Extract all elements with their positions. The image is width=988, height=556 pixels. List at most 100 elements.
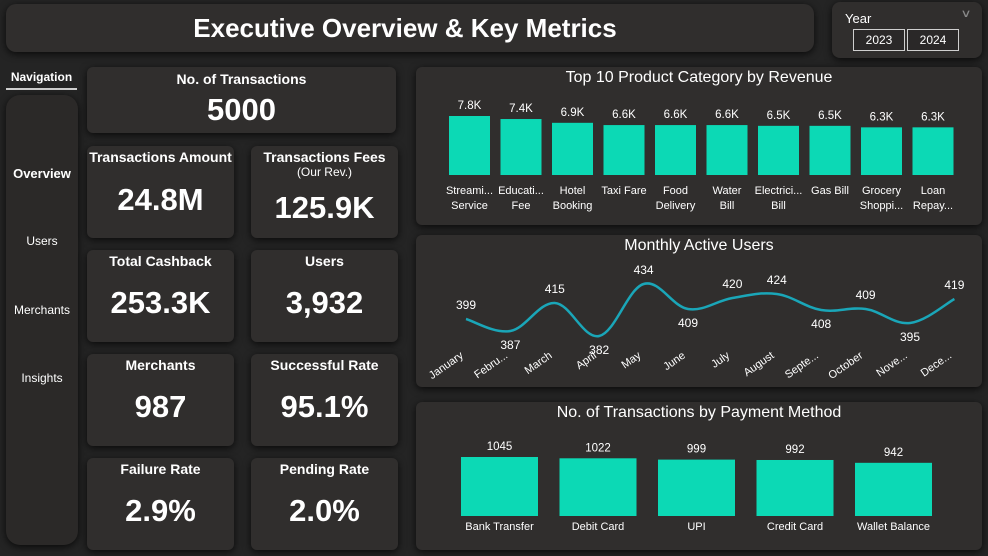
bar[interactable]: [658, 459, 735, 516]
bar[interactable]: [559, 458, 637, 516]
bar[interactable]: [500, 119, 542, 175]
category-label: Taxi Fare: [601, 185, 646, 197]
category-label: Shoppi...: [860, 200, 903, 212]
bar[interactable]: [861, 127, 902, 175]
kpi-label: Failure Rate: [120, 461, 201, 477]
bar[interactable]: [855, 462, 932, 516]
kpi-label: Pending Rate: [279, 461, 370, 477]
kpi-label: Transactions Amount: [89, 149, 232, 165]
nav-item-users[interactable]: Users: [26, 234, 58, 248]
nav-item-overview[interactable]: Overview: [13, 166, 71, 181]
kpi-label: Transactions Fees: [263, 149, 386, 165]
year-option-2023[interactable]: 2023: [853, 29, 905, 51]
chart-title: Top 10 Product Category by Revenue: [565, 69, 833, 86]
category-label: Educati...: [498, 185, 544, 197]
year-filter: Year ∨ 2023 2024: [832, 2, 982, 58]
bar[interactable]: [756, 459, 834, 516]
category-label: Water: [713, 185, 742, 197]
category-label: Fee: [512, 200, 531, 212]
year-option-2024[interactable]: 2024: [907, 29, 959, 51]
x-tick-label: August: [742, 350, 777, 379]
nav-item-merchants[interactable]: Merchants: [13, 303, 71, 317]
bar[interactable]: [552, 122, 593, 175]
kpi-card-users: Users 3,932: [251, 250, 398, 342]
data-label: 1022: [585, 442, 611, 454]
data-label: 1045: [487, 441, 513, 453]
data-label: 7.4K: [509, 103, 533, 115]
data-label: 942: [884, 447, 903, 459]
kpi-sublabel: (Our Rev.): [296, 165, 353, 179]
data-label: 424: [767, 273, 787, 287]
kpi-value: 24.8M: [117, 182, 204, 217]
bar[interactable]: [449, 116, 490, 175]
data-label: 387: [500, 338, 520, 352]
data-label: 6.6K: [664, 109, 688, 121]
x-tick-label: March: [523, 350, 555, 377]
x-tick-label: May: [619, 349, 643, 371]
bar[interactable]: [912, 127, 954, 175]
data-label: 395: [900, 330, 920, 344]
kpi-value: 2.0%: [289, 493, 360, 528]
navigation-header: Navigation: [6, 70, 77, 90]
chart-card-product-category: Top 10 Product Category by Revenue 7.8K S…: [416, 67, 982, 225]
category-label: Loan: [921, 185, 945, 197]
bar[interactable]: [706, 125, 748, 175]
data-label: 6.3K: [921, 111, 945, 123]
x-tick-label: Septe...: [783, 350, 821, 382]
data-label: 415: [545, 282, 565, 296]
data-label: 999: [687, 444, 706, 456]
data-label: 409: [856, 288, 876, 302]
series-line[interactable]: [465, 282, 956, 338]
kpi-label: Merchants: [125, 357, 196, 373]
data-label: 6.9K: [561, 107, 585, 119]
bar[interactable]: [809, 125, 851, 175]
title-banner: Executive Overview & Key Metrics: [6, 4, 814, 52]
category-label: Food: [663, 185, 688, 197]
data-label: 6.3K: [870, 111, 894, 123]
bar[interactable]: [603, 125, 645, 175]
data-label: 399: [456, 298, 476, 312]
kpi-value: 3,932: [285, 285, 364, 320]
kpi-value: 987: [134, 389, 187, 424]
category-label: Bill: [771, 200, 786, 212]
kpi-card-failure-rate: Failure Rate 2.9%: [87, 458, 234, 550]
category-label: Grocery: [862, 185, 902, 197]
year-filter-label: Year: [845, 11, 872, 26]
x-tick-label: Dece...: [919, 350, 954, 380]
category-label: Service: [451, 200, 488, 212]
data-label: 6.5K: [767, 110, 791, 122]
kpi-card-pending-rate: Pending Rate 2.0%: [251, 458, 398, 550]
kpi-label: Total Cashback: [109, 253, 212, 269]
kpi-value: 5000: [207, 92, 276, 127]
bar[interactable]: [758, 125, 799, 175]
category-label: Booking: [553, 200, 593, 212]
kpi-label: Users: [305, 253, 344, 269]
kpi-card-success-rate: Successful Rate 95.1%: [251, 354, 398, 446]
data-label: 434: [634, 263, 654, 277]
category-label: Wallet Balance: [857, 521, 930, 533]
kpi-card-transactions: No. of Transactions 5000: [87, 67, 396, 133]
chevron-down-icon[interactable]: ∨: [960, 8, 972, 20]
kpi-value: 95.1%: [280, 389, 369, 424]
kpi-card-fees: Transactions Fees (Our Rev.) 125.9K: [251, 146, 398, 238]
kpi-label: No. of Transactions: [176, 71, 307, 87]
x-tick-label: Nove...: [874, 350, 909, 380]
category-label: Bill: [720, 200, 735, 212]
category-label: UPI: [687, 521, 705, 533]
data-label: 7.8K: [458, 100, 482, 112]
kpi-card-amount: Transactions Amount 24.8M: [87, 146, 234, 238]
category-label: Gas Bill: [811, 185, 849, 197]
category-label: Credit Card: [767, 521, 823, 533]
nav-item-insights[interactable]: Insights: [21, 371, 63, 385]
data-label: 419: [944, 278, 964, 292]
chart-title: No. of Transactions by Payment Method: [556, 404, 842, 421]
kpi-value: 253.3K: [110, 285, 211, 320]
bar[interactable]: [461, 457, 538, 516]
data-label: 992: [785, 444, 804, 456]
navigation-panel: Overview Users Merchants Insights: [6, 95, 78, 545]
kpi-value: 125.9K: [274, 190, 375, 225]
category-label: Repay...: [913, 200, 953, 212]
category-label: Bank Transfer: [465, 521, 534, 533]
bar[interactable]: [655, 125, 696, 175]
